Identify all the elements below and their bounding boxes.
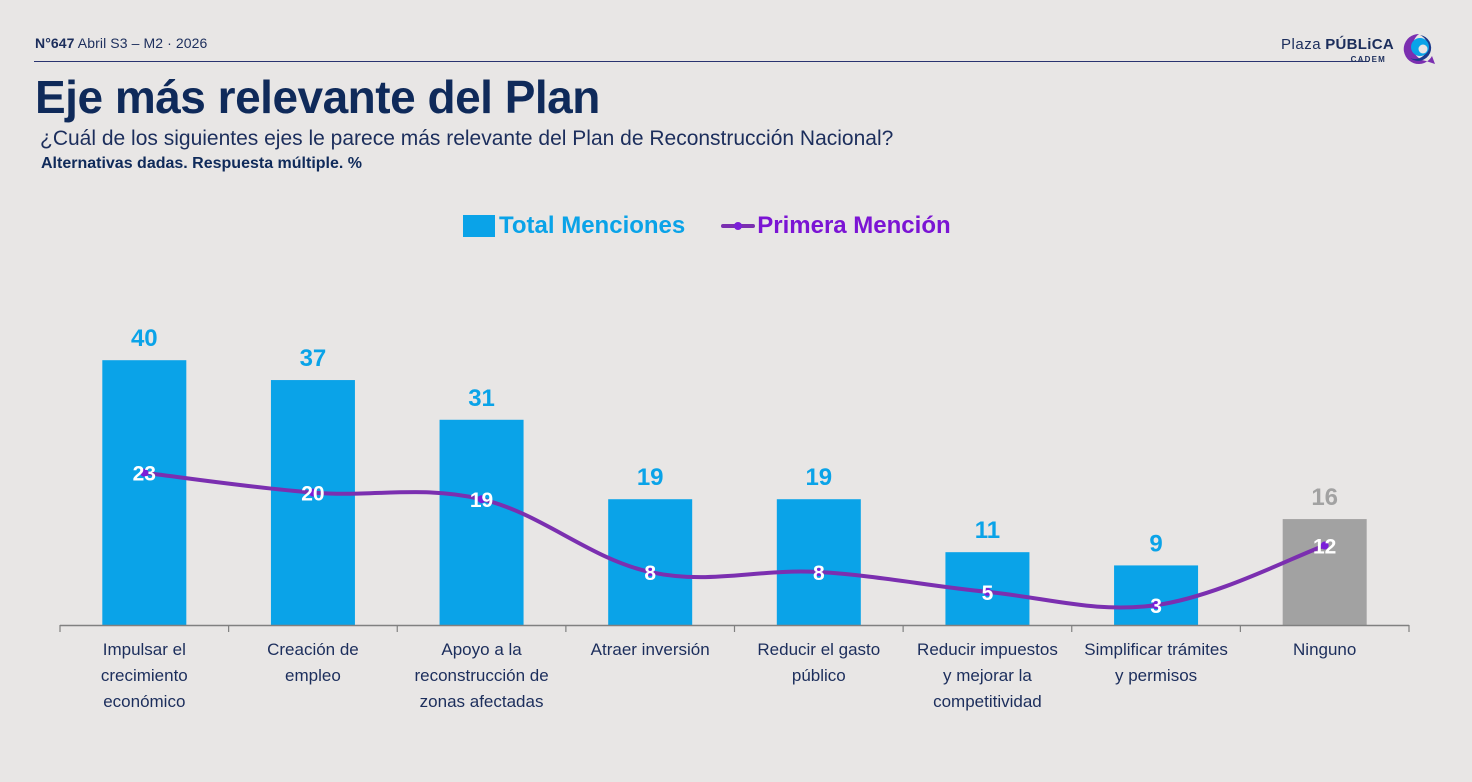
x-tick-label: Simplificar trámites y permisos bbox=[1072, 637, 1240, 689]
line-point bbox=[983, 587, 992, 596]
x-tick-label-line: Creación de bbox=[267, 640, 359, 659]
bar bbox=[776, 499, 861, 625]
x-tick-label-line: Apoyo a la bbox=[441, 640, 522, 659]
bar-value-label: 16 bbox=[1311, 484, 1338, 511]
legend-label-total: Total Menciones bbox=[499, 212, 686, 239]
x-tick-label-line: y permisos bbox=[1114, 666, 1198, 685]
bar-value-label: 19 bbox=[805, 464, 832, 491]
speech-bubble-logo-icon bbox=[1403, 33, 1435, 64]
x-tick-label-line: Simplificar trámites bbox=[1084, 640, 1228, 659]
issue-date: Abril S3 – M2 · 2026 bbox=[77, 35, 208, 51]
bar-value-label: 19 bbox=[637, 464, 664, 491]
bar-value-label: 40 bbox=[131, 325, 158, 352]
bar bbox=[1114, 565, 1199, 625]
issue-info: N°647 Abril S3 – M2 · 2026 bbox=[35, 35, 207, 51]
x-tick-label: Reducir impuestos y mejorar la competitivi… bbox=[903, 637, 1071, 715]
line-value-label: 8 bbox=[644, 562, 656, 585]
line-point bbox=[308, 488, 317, 497]
x-tick-label-line: económico bbox=[103, 692, 186, 711]
issue-number: N°647 bbox=[35, 35, 75, 51]
logo-text-light: Plaza bbox=[1281, 36, 1322, 53]
chart-legend: Total Menciones Primera Mención bbox=[463, 212, 951, 240]
x-tick-label: Reducir el gasto público bbox=[735, 637, 903, 689]
x-tick-label-line: crecimiento bbox=[100, 666, 188, 685]
x-tick-label-line: y mejorar la bbox=[943, 666, 1032, 685]
x-tick-label-line: Atraer inversión bbox=[590, 640, 710, 659]
x-tick-label: Creación de empleo bbox=[229, 637, 397, 689]
line-value-label: 23 bbox=[133, 463, 156, 486]
line-value-label: 19 bbox=[470, 489, 493, 512]
line-value-label: 20 bbox=[301, 483, 324, 506]
page-title: Eje más relevante del Plan bbox=[35, 71, 600, 123]
x-tick-label-line: público bbox=[791, 666, 846, 685]
bar-value-label: 37 bbox=[300, 345, 327, 372]
header-divider bbox=[34, 61, 1369, 62]
line-point bbox=[1152, 601, 1161, 610]
line-value-label: 12 bbox=[1313, 536, 1336, 559]
x-tick-label-line: Reducir el gasto bbox=[757, 640, 881, 659]
line-point bbox=[477, 495, 486, 504]
plaza-publica-logo: Plaza PÚBLiCA CADEM bbox=[1256, 32, 1436, 66]
bar bbox=[1282, 519, 1367, 625]
line-point bbox=[1320, 541, 1329, 550]
legend-bar-swatch bbox=[463, 215, 495, 237]
bar bbox=[270, 380, 355, 625]
survey-note: Alternativas dadas. Respuesta múltiple. … bbox=[41, 155, 362, 172]
x-tick-label-line: competitividad bbox=[933, 692, 1042, 711]
x-tick-label: Ninguno bbox=[1241, 637, 1409, 663]
bar-value-label: 31 bbox=[468, 385, 495, 412]
line-value-label: 8 bbox=[813, 562, 825, 585]
x-tick-label-line: empleo bbox=[285, 666, 341, 685]
logo-text-bold: PÚBLiCA bbox=[1325, 36, 1394, 53]
line-point bbox=[646, 568, 655, 577]
logo-text: Plaza PÚBLiCA bbox=[1281, 36, 1394, 53]
line-value-label: 5 bbox=[982, 582, 994, 605]
x-tick-label-line: Impulsar el bbox=[102, 640, 186, 659]
x-tick-label-line: reconstrucción de bbox=[414, 666, 549, 685]
logo-subtext: CADEM bbox=[1350, 55, 1386, 64]
legend-label-first: Primera Mención bbox=[757, 212, 951, 239]
bar bbox=[102, 360, 187, 625]
line-point bbox=[140, 468, 149, 477]
legend-line-swatch bbox=[721, 219, 756, 233]
x-tick-label: Apoyo a la reconstrucción de zonas afectad… bbox=[398, 637, 566, 715]
survey-question: ¿Cuál de los siguientes ejes le parece m… bbox=[40, 127, 894, 150]
bar bbox=[439, 419, 524, 625]
line-point bbox=[814, 568, 823, 577]
x-tick-label: Impulsar el crecimiento económico bbox=[60, 637, 228, 715]
line-value-label: 3 bbox=[1150, 595, 1162, 618]
first-mention-line bbox=[142, 470, 1327, 610]
x-tick-label-line: zonas afectadas bbox=[419, 692, 544, 711]
bar-value-label: 11 bbox=[975, 517, 1000, 544]
x-tick-label-line: Ninguno bbox=[1293, 640, 1357, 659]
x-tick-label-line: Reducir impuestos bbox=[917, 640, 1058, 659]
x-tick-label: Atraer inversión bbox=[566, 637, 734, 663]
bar-value-label: 9 bbox=[1149, 530, 1162, 557]
